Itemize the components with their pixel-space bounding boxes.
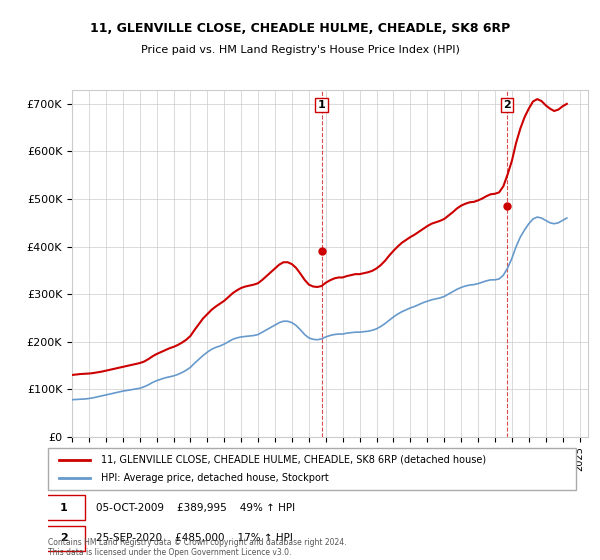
Text: Price paid vs. HM Land Registry's House Price Index (HPI): Price paid vs. HM Land Registry's House … bbox=[140, 45, 460, 55]
FancyBboxPatch shape bbox=[48, 448, 576, 490]
Text: HPI: Average price, detached house, Stockport: HPI: Average price, detached house, Stoc… bbox=[101, 473, 329, 483]
Text: 11, GLENVILLE CLOSE, CHEADLE HULME, CHEADLE, SK8 6RP (detached house): 11, GLENVILLE CLOSE, CHEADLE HULME, CHEA… bbox=[101, 455, 486, 465]
Text: 11, GLENVILLE CLOSE, CHEADLE HULME, CHEADLE, SK8 6RP: 11, GLENVILLE CLOSE, CHEADLE HULME, CHEA… bbox=[90, 22, 510, 35]
Text: 25-SEP-2020    £485,000    17% ↑ HPI: 25-SEP-2020 £485,000 17% ↑ HPI bbox=[95, 533, 292, 543]
Text: 2: 2 bbox=[503, 100, 511, 110]
Text: 1: 1 bbox=[60, 503, 68, 513]
Text: 05-OCT-2009    £389,995    49% ↑ HPI: 05-OCT-2009 £389,995 49% ↑ HPI bbox=[95, 503, 295, 513]
Text: Contains HM Land Registry data © Crown copyright and database right 2024.
This d: Contains HM Land Registry data © Crown c… bbox=[48, 538, 347, 557]
FancyBboxPatch shape bbox=[43, 496, 85, 520]
Text: 2: 2 bbox=[60, 533, 68, 543]
FancyBboxPatch shape bbox=[43, 526, 85, 550]
Text: 1: 1 bbox=[317, 100, 325, 110]
